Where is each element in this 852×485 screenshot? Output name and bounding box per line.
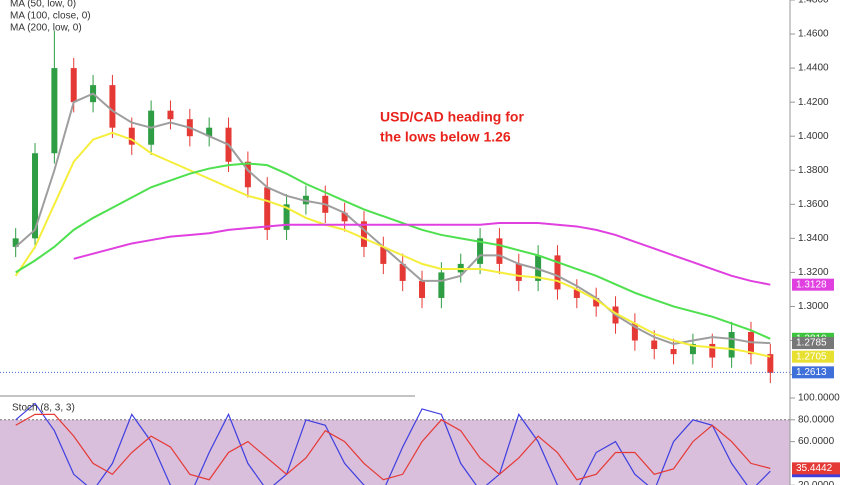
- candle-body: [380, 246, 387, 264]
- candle-body: [128, 127, 135, 145]
- candle-body: [670, 349, 677, 355]
- candle-body: [399, 263, 406, 281]
- candle-body: [573, 289, 580, 298]
- legend-entry: MA (50, low, 0): [10, 0, 76, 10]
- annotation: the lows below 1.26: [380, 129, 511, 145]
- candle-body: [438, 272, 445, 298]
- y-tick-label: 1.4000: [798, 131, 829, 142]
- pane-title: Stoch (8, 3, 3): [12, 403, 75, 414]
- y-tick-label: 1.4600: [798, 29, 829, 40]
- candle-body: [283, 204, 290, 230]
- value-badge-label: 35.4442: [796, 463, 833, 474]
- stoch-line: [15, 413, 771, 481]
- candle-body: [419, 280, 426, 298]
- price-badge: [792, 278, 834, 291]
- y-tick-label: 1.3200: [798, 267, 829, 278]
- stoch-band: [0, 419, 790, 485]
- price-badge: [792, 337, 834, 350]
- candle-body: [767, 354, 774, 373]
- y-tick-label: 1.3000: [798, 301, 829, 312]
- candle-body: [554, 255, 561, 290]
- candle-body: [12, 238, 19, 247]
- y-tick-label: 80.0000: [798, 414, 835, 425]
- price-axis-bg: [790, 0, 852, 485]
- candle-body: [651, 340, 658, 350]
- candle-body: [341, 212, 348, 222]
- price-badge-label: 1.2785: [796, 338, 827, 349]
- ma-line: [73, 222, 771, 286]
- candle-body: [515, 263, 522, 281]
- candle-body: [70, 68, 77, 103]
- candle-body: [709, 343, 716, 358]
- ma-line: [15, 162, 771, 340]
- y-tick-label: 100.0000: [798, 393, 840, 404]
- ma-line: [15, 92, 771, 345]
- candle-body: [167, 110, 174, 120]
- value-badge: [792, 462, 840, 475]
- price-badge: [792, 366, 834, 379]
- candle-body: [264, 187, 271, 230]
- y-tick-label: 1.3600: [798, 199, 829, 210]
- y-tick-label: 1.3400: [798, 233, 829, 244]
- candle-body: [593, 297, 600, 307]
- y-tick-label: 60.0000: [798, 436, 835, 447]
- y-tick-label: 20.0000: [798, 480, 835, 485]
- y-tick-label: 1.3800: [798, 165, 829, 176]
- y-tick-label: 1.4800: [798, 0, 829, 6]
- candle-body: [244, 161, 251, 188]
- legend-entry: MA (100, close, 0): [10, 11, 91, 22]
- price-badge: [792, 350, 834, 363]
- price-badge-label: 1.3128: [796, 279, 827, 290]
- annotation: USD/CAD heading for: [380, 109, 524, 125]
- y-tick-label: 1.4200: [798, 97, 829, 108]
- candle-body: [360, 221, 367, 247]
- y-tick-label: 1.4400: [798, 63, 829, 74]
- legend-entry: MA (200, low, 0): [10, 23, 82, 34]
- candle-body: [477, 238, 484, 264]
- price-badge-label: 1.2705: [796, 351, 827, 362]
- candle-body: [51, 68, 58, 154]
- candle-body: [496, 238, 503, 264]
- price-badge-label: 1.2613: [796, 367, 827, 378]
- candle-body: [32, 153, 39, 239]
- candle-body: [109, 85, 116, 128]
- candle-body: [728, 332, 735, 358]
- candle-body: [206, 127, 213, 137]
- ma-line: [14, 131, 771, 358]
- candle-body: [631, 323, 638, 341]
- candle-body: [689, 343, 696, 355]
- stoch-line: [15, 402, 771, 485]
